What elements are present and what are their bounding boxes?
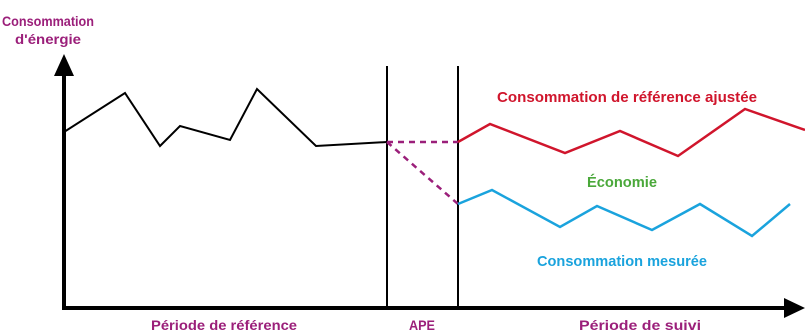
savings-label: Économie xyxy=(587,174,657,191)
ape-label: APE xyxy=(409,317,435,333)
reference-consumption-line xyxy=(63,87,388,148)
y-axis-arrow xyxy=(54,54,74,76)
y-axis-label-line2: d'énergie xyxy=(15,31,81,47)
follow-up-period-label: Période de suivi xyxy=(579,317,701,333)
reference-period-label: Période de référence xyxy=(151,317,297,333)
ape-measured-transition xyxy=(386,141,459,205)
x-axis-arrow xyxy=(784,298,805,318)
adjusted-reference-line xyxy=(457,107,805,158)
measured-consumption-line xyxy=(457,188,791,238)
y-axis-label-line1: Consommation xyxy=(2,13,94,29)
measured-label: Consommation mesurée xyxy=(537,253,707,270)
adjusted-reference-label: Consommation de référence ajustée xyxy=(497,89,757,106)
